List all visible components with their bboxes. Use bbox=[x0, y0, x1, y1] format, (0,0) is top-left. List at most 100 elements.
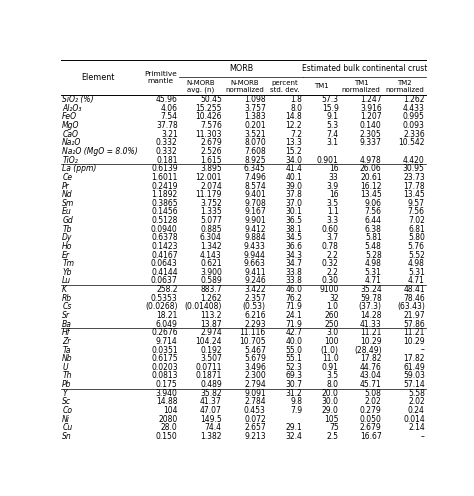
Text: 9.213: 9.213 bbox=[244, 432, 266, 441]
Text: 71.9: 71.9 bbox=[285, 319, 302, 329]
Text: 15.255: 15.255 bbox=[195, 104, 222, 113]
Text: 9.167: 9.167 bbox=[244, 207, 266, 216]
Text: 0.014: 0.014 bbox=[403, 415, 425, 424]
Text: 4.06: 4.06 bbox=[161, 104, 178, 113]
Text: 20.0: 20.0 bbox=[322, 389, 338, 398]
Text: –: – bbox=[421, 432, 425, 441]
Text: 31.2: 31.2 bbox=[285, 389, 302, 398]
Text: 74.4: 74.4 bbox=[205, 423, 222, 432]
Text: 0.6139: 0.6139 bbox=[151, 164, 178, 173]
Text: 34.5: 34.5 bbox=[285, 233, 302, 243]
Text: 59.78: 59.78 bbox=[360, 294, 382, 303]
Text: 883.7: 883.7 bbox=[200, 285, 222, 294]
Text: 3.496: 3.496 bbox=[244, 363, 266, 372]
Text: 3.7: 3.7 bbox=[327, 233, 338, 243]
Text: 10.426: 10.426 bbox=[195, 113, 222, 122]
Text: 5.52: 5.52 bbox=[408, 250, 425, 259]
Text: 76.2: 76.2 bbox=[285, 294, 302, 303]
Text: TiO₂: TiO₂ bbox=[62, 156, 78, 165]
Text: 33.8: 33.8 bbox=[285, 268, 302, 277]
Text: 57.86: 57.86 bbox=[403, 319, 425, 329]
Text: 2.14: 2.14 bbox=[408, 423, 425, 432]
Text: 38.1: 38.1 bbox=[285, 225, 302, 234]
Text: 113.2: 113.2 bbox=[201, 311, 222, 320]
Text: 0.0940: 0.0940 bbox=[151, 225, 178, 234]
Text: TM2
normalized: TM2 normalized bbox=[385, 80, 424, 93]
Text: Ho: Ho bbox=[62, 242, 73, 251]
Text: 45.96: 45.96 bbox=[156, 95, 178, 104]
Text: 45.71: 45.71 bbox=[360, 380, 382, 389]
Text: 61.49: 61.49 bbox=[403, 363, 425, 372]
Text: 57.3: 57.3 bbox=[321, 95, 338, 104]
Text: Nd: Nd bbox=[62, 190, 73, 199]
Text: 5.81: 5.81 bbox=[365, 233, 382, 243]
Text: Gd: Gd bbox=[62, 216, 73, 225]
Text: 4.71: 4.71 bbox=[408, 276, 425, 286]
Text: 2.784: 2.784 bbox=[244, 397, 266, 406]
Text: 2.794: 2.794 bbox=[244, 380, 266, 389]
Text: 3.5: 3.5 bbox=[327, 199, 338, 208]
Text: 24.1: 24.1 bbox=[285, 311, 302, 320]
Text: 52.3: 52.3 bbox=[285, 363, 302, 372]
Text: 0.1423: 0.1423 bbox=[151, 242, 178, 251]
Text: 10.542: 10.542 bbox=[398, 138, 425, 147]
Text: 1.6011: 1.6011 bbox=[151, 173, 178, 182]
Text: 10.29: 10.29 bbox=[360, 337, 382, 346]
Text: 16: 16 bbox=[329, 190, 338, 199]
Text: 0.0711: 0.0711 bbox=[195, 363, 222, 372]
Text: 12.001: 12.001 bbox=[195, 173, 222, 182]
Text: 1.342: 1.342 bbox=[200, 242, 222, 251]
Text: 29.1: 29.1 bbox=[285, 423, 302, 432]
Text: 9.708: 9.708 bbox=[244, 199, 266, 208]
Text: 9.663: 9.663 bbox=[244, 259, 266, 268]
Text: 7.608: 7.608 bbox=[244, 147, 266, 156]
Text: 0.1456: 0.1456 bbox=[151, 207, 178, 216]
Text: 20.61: 20.61 bbox=[360, 173, 382, 182]
Text: La (ppm): La (ppm) bbox=[62, 164, 97, 173]
Text: 10.705: 10.705 bbox=[239, 337, 266, 346]
Text: CaO: CaO bbox=[62, 130, 78, 139]
Text: 3.0: 3.0 bbox=[327, 328, 338, 337]
Text: 29.0: 29.0 bbox=[322, 406, 338, 415]
Text: 9.714: 9.714 bbox=[156, 337, 178, 346]
Text: 41.4: 41.4 bbox=[285, 164, 302, 173]
Text: 1.247: 1.247 bbox=[360, 95, 382, 104]
Text: 1.262: 1.262 bbox=[201, 294, 222, 303]
Text: 0.24: 0.24 bbox=[408, 406, 425, 415]
Text: 7.4: 7.4 bbox=[327, 130, 338, 139]
Text: (37.3): (37.3) bbox=[359, 303, 382, 311]
Text: 3.895: 3.895 bbox=[200, 164, 222, 173]
Text: 9.8: 9.8 bbox=[290, 397, 302, 406]
Text: 0.5128: 0.5128 bbox=[151, 216, 178, 225]
Text: Y: Y bbox=[62, 389, 67, 398]
Text: 11.0: 11.0 bbox=[322, 354, 338, 363]
Text: 36.6: 36.6 bbox=[285, 242, 302, 251]
Text: 0.4167: 0.4167 bbox=[151, 250, 178, 259]
Text: 33.8: 33.8 bbox=[285, 276, 302, 286]
Text: (0.01408): (0.01408) bbox=[184, 303, 222, 311]
Text: Tm: Tm bbox=[62, 259, 74, 268]
Text: 7.576: 7.576 bbox=[200, 121, 222, 130]
Text: 14.8: 14.8 bbox=[285, 113, 302, 122]
Text: 0.3865: 0.3865 bbox=[151, 199, 178, 208]
Text: 2.679: 2.679 bbox=[200, 138, 222, 147]
Text: 2.2: 2.2 bbox=[327, 250, 338, 259]
Text: Yb: Yb bbox=[62, 268, 72, 277]
Text: 13.87: 13.87 bbox=[200, 319, 222, 329]
Text: Eu: Eu bbox=[62, 207, 72, 216]
Text: N-MORB
normalized: N-MORB normalized bbox=[226, 80, 264, 93]
Text: Primitive
mantle: Primitive mantle bbox=[144, 71, 177, 84]
Text: Th: Th bbox=[62, 372, 72, 380]
Text: 0.181: 0.181 bbox=[156, 156, 178, 165]
Text: Rb: Rb bbox=[62, 294, 73, 303]
Text: 9.401: 9.401 bbox=[244, 190, 266, 199]
Text: 105: 105 bbox=[324, 415, 338, 424]
Text: 2.074: 2.074 bbox=[200, 182, 222, 190]
Text: 37.0: 37.0 bbox=[285, 199, 302, 208]
Text: 48.41: 48.41 bbox=[403, 285, 425, 294]
Text: 2.305: 2.305 bbox=[360, 130, 382, 139]
Text: Pr: Pr bbox=[62, 182, 70, 190]
Text: Element: Element bbox=[81, 73, 114, 82]
Text: 4.433: 4.433 bbox=[403, 104, 425, 113]
Text: 3.752: 3.752 bbox=[200, 199, 222, 208]
